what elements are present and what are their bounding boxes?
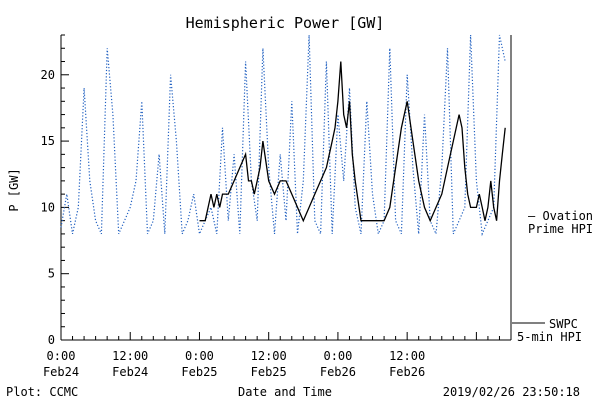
x-tick-label-time: 0:00 xyxy=(47,349,76,363)
series-lines xyxy=(60,34,506,237)
legend-ovation-line1: — Ovation xyxy=(528,209,593,223)
y-tick-label: 15 xyxy=(41,134,55,148)
x-tick-label-time: 12:00 xyxy=(112,349,148,363)
y-tick-label: 5 xyxy=(48,267,55,281)
x-tick-label-date: Feb26 xyxy=(320,365,356,379)
x-tick-label-date: Feb24 xyxy=(43,365,79,379)
y-axis-label: P [GW] xyxy=(7,168,21,211)
x-tick-label-date: Feb25 xyxy=(251,365,287,379)
x-tick-label-time: 12:00 xyxy=(251,349,287,363)
ovation-prime-series-line xyxy=(60,34,506,237)
x-tick-label-time: 0:00 xyxy=(185,349,214,363)
x-tick-label-time: 12:00 xyxy=(389,349,425,363)
footer-right-text: 2019/02/26 23:50:18 xyxy=(443,385,580,399)
axes: 0 5 10 15 20 0:00 Feb24 12:00 Feb24 0:00 Feb25 12:0… xyxy=(41,34,512,379)
legend-swpc-line2: 5-min HPI xyxy=(517,330,582,344)
x-tick-label-date: Feb25 xyxy=(181,365,217,379)
y-tick-label: 20 xyxy=(41,68,55,82)
legend-ovation-line2: Prime HPI xyxy=(528,222,593,236)
footer-left-text: Plot: CCMC xyxy=(6,385,78,399)
x-tick-label-time: 0:00 xyxy=(323,349,352,363)
swpc-series-line xyxy=(199,61,506,223)
chart-title: Hemispheric Power [GW] xyxy=(186,14,385,32)
x-axis-label: Date and Time xyxy=(238,385,332,399)
legend-swpc-line1: SWPC xyxy=(549,317,578,331)
x-tick-label-date: Feb26 xyxy=(389,365,425,379)
y-tick-label: 10 xyxy=(41,200,55,214)
y-tick-label: 0 xyxy=(48,333,55,347)
x-tick-label-date: Feb24 xyxy=(112,365,148,379)
